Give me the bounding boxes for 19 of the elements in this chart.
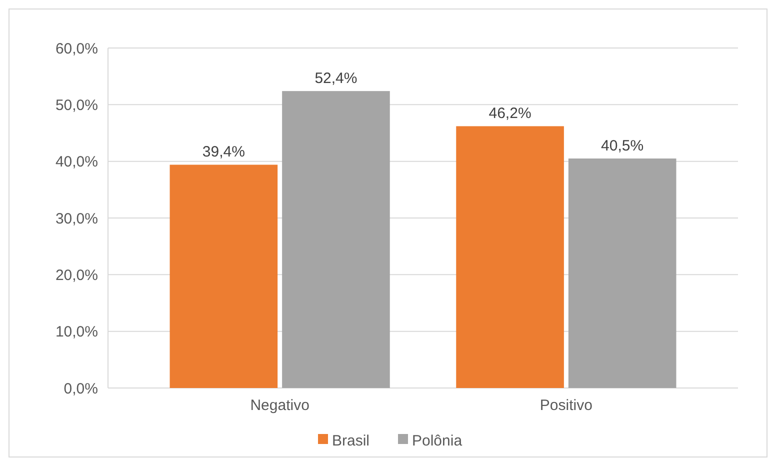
bar — [282, 91, 390, 388]
x-tick-label: Positivo — [540, 397, 592, 414]
legend-label: Polônia — [412, 432, 463, 450]
y-tick-label: 20,0% — [55, 266, 98, 284]
y-tick-label: 50,0% — [55, 96, 98, 114]
y-tick-label: 60,0% — [55, 40, 98, 58]
y-tick-label: 10,0% — [55, 324, 98, 341]
bar — [456, 126, 564, 388]
y-tick-label: 40,0% — [55, 154, 98, 171]
legend-label: Brasil — [332, 432, 370, 450]
data-label: 52,4% — [314, 70, 358, 88]
data-label: 39,4% — [202, 144, 245, 161]
bar — [568, 158, 676, 388]
bar — [170, 164, 278, 388]
y-tick-label: 30,0% — [55, 210, 98, 228]
data-label: 40,5% — [601, 138, 644, 154]
data-label: 46,2% — [488, 105, 532, 122]
x-tick-label: Negativo — [250, 397, 310, 414]
y-tick-label: 0,0% — [64, 380, 98, 398]
